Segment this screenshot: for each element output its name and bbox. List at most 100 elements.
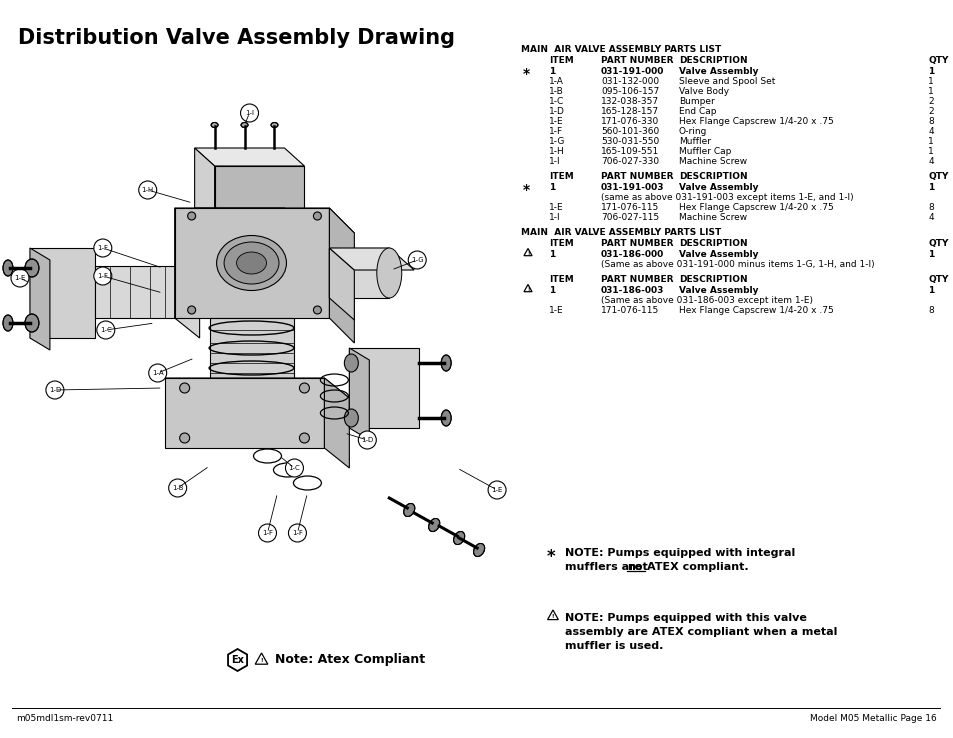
Text: 1-D: 1-D: [49, 387, 61, 393]
Text: 1-C: 1-C: [100, 327, 112, 333]
Text: 1-F: 1-F: [548, 127, 562, 136]
Text: 1: 1: [548, 250, 555, 259]
Text: *: *: [522, 67, 530, 81]
Text: 1-C: 1-C: [548, 97, 563, 106]
Polygon shape: [329, 208, 354, 343]
Text: 1: 1: [927, 87, 933, 96]
Text: ITEM: ITEM: [548, 172, 573, 181]
Text: 4: 4: [927, 127, 933, 136]
Text: 8: 8: [927, 117, 933, 126]
Text: 171-076-115: 171-076-115: [600, 306, 659, 315]
Text: 8: 8: [927, 306, 933, 315]
Circle shape: [408, 251, 426, 269]
Circle shape: [169, 479, 187, 497]
Text: 1-H: 1-H: [548, 147, 564, 156]
Text: 1-C: 1-C: [288, 465, 300, 471]
Text: 1-A: 1-A: [152, 370, 163, 376]
Text: Valve Assembly: Valve Assembly: [678, 286, 758, 295]
Ellipse shape: [236, 252, 266, 274]
Text: DESCRIPTION: DESCRIPTION: [678, 239, 746, 248]
Text: Note: Atex Compliant: Note: Atex Compliant: [275, 652, 425, 666]
Polygon shape: [165, 378, 349, 398]
Ellipse shape: [453, 531, 464, 545]
Polygon shape: [194, 208, 304, 226]
Text: 1: 1: [548, 286, 555, 295]
Text: 1: 1: [927, 183, 934, 192]
Text: !: !: [526, 251, 529, 256]
Polygon shape: [174, 208, 329, 318]
Text: 1-B: 1-B: [548, 87, 563, 96]
Ellipse shape: [403, 503, 415, 517]
Text: 031-132-000: 031-132-000: [600, 77, 659, 86]
Text: 1-I: 1-I: [548, 157, 560, 166]
Polygon shape: [349, 348, 418, 428]
Text: NOTE: Pumps equipped with this valve: NOTE: Pumps equipped with this valve: [564, 613, 806, 623]
Text: NOTE: Pumps equipped with integral: NOTE: Pumps equipped with integral: [564, 548, 795, 558]
Text: 4: 4: [927, 213, 933, 222]
Text: Bumper: Bumper: [678, 97, 714, 106]
Text: 1-E: 1-E: [548, 203, 563, 212]
Polygon shape: [194, 148, 304, 166]
Ellipse shape: [314, 212, 321, 220]
Text: DESCRIPTION: DESCRIPTION: [678, 275, 746, 284]
Text: 031-186-003: 031-186-003: [600, 286, 663, 295]
Polygon shape: [349, 348, 369, 440]
Circle shape: [138, 181, 156, 199]
Text: ITEM: ITEM: [548, 239, 573, 248]
Text: 1-D: 1-D: [361, 437, 373, 443]
Circle shape: [93, 239, 112, 257]
Text: Hex Flange Capscrew 1/4-20 x .75: Hex Flange Capscrew 1/4-20 x .75: [678, 203, 833, 212]
Text: (same as above 031-191-003 except items 1-E, and 1-I): (same as above 031-191-003 except items …: [600, 193, 853, 202]
Polygon shape: [194, 148, 214, 226]
Text: PART NUMBER: PART NUMBER: [600, 239, 673, 248]
Text: QTY: QTY: [927, 172, 947, 181]
Text: 1-H: 1-H: [141, 187, 153, 193]
Ellipse shape: [25, 259, 39, 277]
Circle shape: [258, 524, 276, 542]
Circle shape: [285, 459, 303, 477]
Text: Muffler: Muffler: [678, 137, 710, 146]
Text: MAIN  AIR VALVE ASSEMBLY PARTS LIST: MAIN AIR VALVE ASSEMBLY PARTS LIST: [520, 45, 720, 54]
Text: Distribution Valve Assembly Drawing: Distribution Valve Assembly Drawing: [18, 28, 455, 48]
Text: ITEM: ITEM: [548, 275, 573, 284]
Text: QTY: QTY: [927, 56, 947, 65]
Polygon shape: [94, 266, 174, 318]
Text: Valve Body: Valve Body: [678, 87, 728, 96]
Text: 2: 2: [927, 97, 933, 106]
Text: 1-E: 1-E: [14, 275, 26, 281]
Text: 706-027-115: 706-027-115: [600, 213, 659, 222]
Text: 8: 8: [927, 203, 933, 212]
Text: 031-191-003: 031-191-003: [600, 183, 663, 192]
Text: DESCRIPTION: DESCRIPTION: [678, 172, 746, 181]
Text: QTY: QTY: [927, 275, 947, 284]
Text: Hex Flange Capscrew 1/4-20 x .75: Hex Flange Capscrew 1/4-20 x .75: [678, 117, 833, 126]
Circle shape: [488, 481, 505, 499]
Text: Machine Screw: Machine Screw: [678, 213, 746, 222]
Polygon shape: [329, 248, 354, 320]
Ellipse shape: [25, 314, 39, 332]
Text: 1: 1: [548, 67, 555, 76]
Text: (Same as above 031-191-000 minus items 1-G, 1-H, and 1-I): (Same as above 031-191-000 minus items 1…: [600, 260, 874, 269]
Text: PART NUMBER: PART NUMBER: [600, 275, 673, 284]
Text: *: *: [546, 548, 555, 566]
Text: PART NUMBER: PART NUMBER: [600, 56, 673, 65]
Ellipse shape: [224, 242, 278, 284]
Text: 4: 4: [927, 157, 933, 166]
Text: 1-D: 1-D: [548, 107, 564, 116]
Ellipse shape: [344, 354, 358, 372]
Text: not: not: [626, 562, 647, 572]
Ellipse shape: [299, 383, 309, 393]
Text: Valve Assembly: Valve Assembly: [678, 250, 758, 259]
Circle shape: [93, 267, 112, 285]
Polygon shape: [210, 318, 294, 380]
Ellipse shape: [3, 260, 13, 276]
Polygon shape: [30, 248, 50, 350]
Text: 706-027-330: 706-027-330: [600, 157, 659, 166]
Text: !: !: [551, 614, 554, 619]
Text: End Cap: End Cap: [678, 107, 716, 116]
Text: 1-E: 1-E: [548, 117, 563, 126]
Text: (Same as above 031-186-003 except item 1-E): (Same as above 031-186-003 except item 1…: [600, 296, 812, 305]
Ellipse shape: [3, 315, 13, 331]
Text: 1: 1: [548, 183, 555, 192]
Text: Valve Assembly: Valve Assembly: [678, 67, 758, 76]
